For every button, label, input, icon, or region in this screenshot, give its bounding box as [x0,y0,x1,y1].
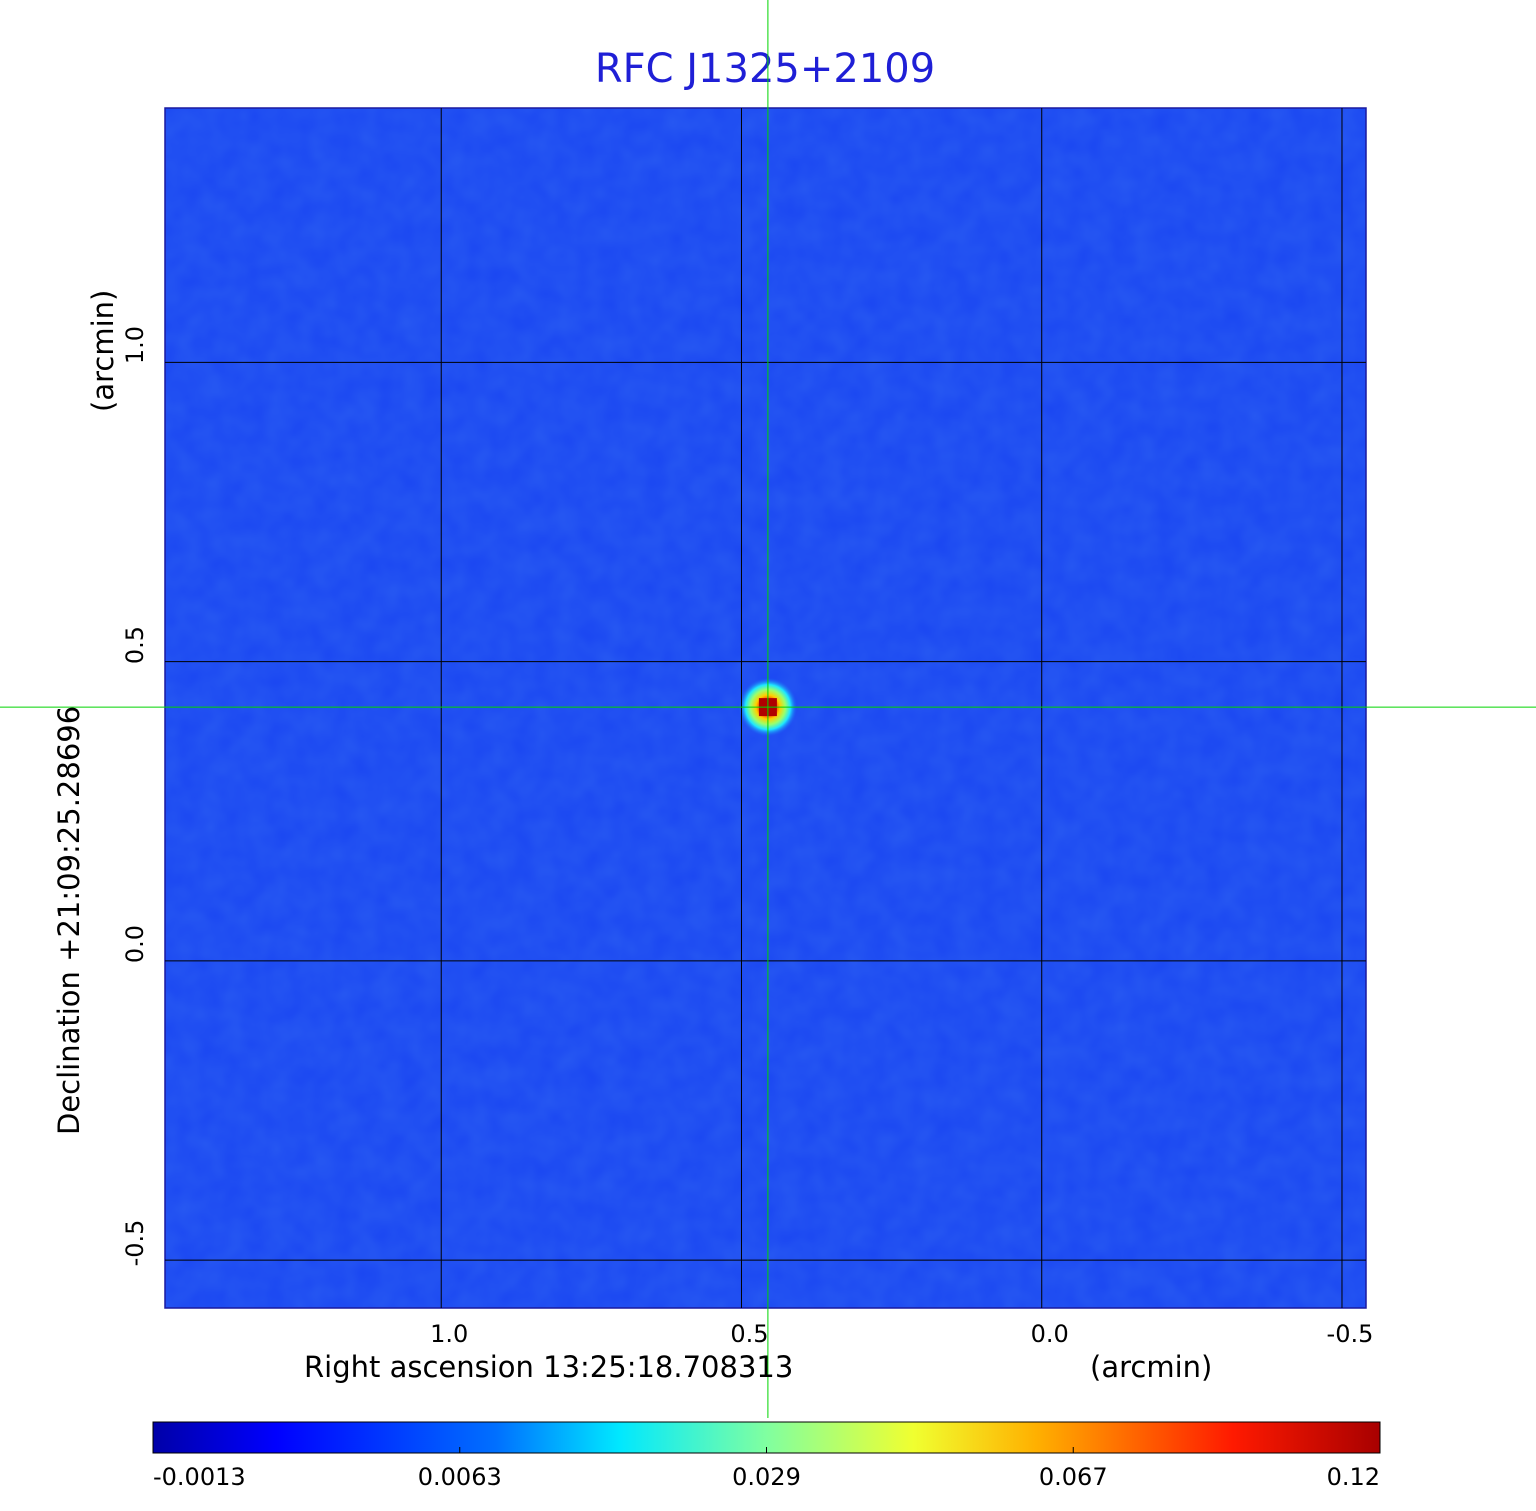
y-tick-label: -0.5 [121,1219,149,1267]
y-axis-unit: (arcmin) [86,289,120,412]
x-tick-label: 0.0 [1030,1320,1069,1348]
colorbar-tick-label: 0.12 [1326,1463,1380,1491]
crosshair [0,0,1536,1418]
x-tick-label: 0.5 [730,1320,769,1348]
y-tick-label: 0.0 [121,924,149,963]
y-tick-label: 0.5 [121,625,149,664]
x-axis-label: Right ascension 13:25:18.708313 [304,1350,794,1384]
colorbar-tick-label: 0.067 [1038,1463,1108,1491]
x-tick-label: 1.0 [430,1320,469,1348]
colorbar-tick-label: 0.0063 [417,1463,502,1491]
colorbar-tick-label: 0.029 [732,1463,801,1491]
x-axis-unit: (arcmin) [1090,1350,1213,1384]
y-tick-label: 1.0 [121,326,149,365]
x-tick-label: -0.5 [1326,1320,1374,1348]
colorbar-tick-label: -0.0013 [153,1463,246,1491]
y-axis-label: Declination +21:09:25.28696 [52,705,86,1135]
image-field [164,107,1367,1309]
coordinate-grid [165,108,1366,1308]
chart-title: RFC J1325+2109 [594,46,936,92]
image-frame [164,107,1367,1309]
colorbar [152,1421,1381,1454]
